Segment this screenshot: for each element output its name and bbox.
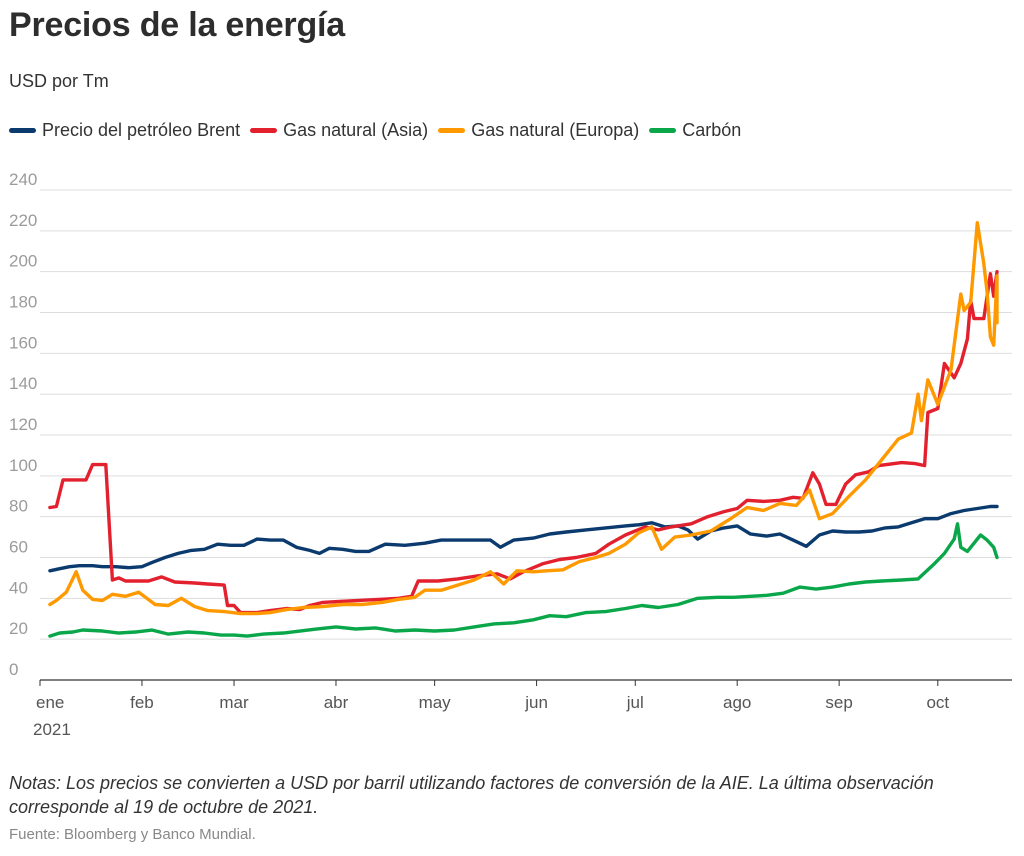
x-tick-label-feb: feb <box>130 693 154 712</box>
x-tick-sublabel-2021: 2021 <box>33 720 71 739</box>
y-tick-label-140: 140 <box>9 374 37 393</box>
legend-swatch-gas-asia <box>250 128 278 133</box>
y-tick-label-200: 200 <box>9 252 37 271</box>
x-tick-label-ene: ene <box>36 693 64 712</box>
y-tick-label-40: 40 <box>9 578 28 597</box>
y-tick-label-220: 220 <box>9 211 37 230</box>
line-chart: 0 20 40 60 80 100 120 140 160 180 200 220 240 ene 2021… <box>9 170 1012 739</box>
legend-item-gas-asia: Gas natural (Asia) <box>250 120 428 141</box>
x-tick-label-may: may <box>419 693 452 712</box>
series-line-brent <box>48 504 999 573</box>
chart-source: Fuente: Bloomberg y Banco Mundial. <box>9 826 256 843</box>
y-tick-label-120: 120 <box>9 415 37 434</box>
legend-item-gas-europa: Gas natural (Europa) <box>438 120 639 141</box>
x-tick-label-oct: oct <box>926 693 949 712</box>
legend-swatch-carbon <box>649 128 677 133</box>
chart-legend: Precio del petróleo Brent Gas natural (A… <box>9 120 751 141</box>
x-tick-label-mar: mar <box>219 693 249 712</box>
y-tick-label-80: 80 <box>9 497 28 516</box>
series-line-gas-europa <box>48 221 999 616</box>
legend-item-brent: Precio del petróleo Brent <box>9 120 240 141</box>
y-tick-label-160: 160 <box>9 333 37 352</box>
legend-swatch-brent <box>9 128 36 133</box>
legend-item-carbon: Carbón <box>649 120 741 141</box>
series-line-carbon <box>48 522 999 638</box>
x-tick-label-sep: sep <box>825 693 852 712</box>
y-tick-label-20: 20 <box>9 619 28 638</box>
y-tick-label-60: 60 <box>9 538 28 557</box>
legend-label-carbon: Carbón <box>682 120 742 140</box>
y-tick-label-100: 100 <box>9 456 37 475</box>
y-tick-label-240: 240 <box>9 170 37 189</box>
legend-label-gas-europa: Gas natural (Europa) <box>471 120 640 140</box>
legend-label-brent: Precio del petróleo Brent <box>42 120 241 140</box>
series-line-gas-asia <box>48 270 999 615</box>
chart-subtitle: USD por Tm <box>9 71 109 91</box>
chart-title: Precios de la energía <box>9 6 345 44</box>
x-tick-label-jul: jul <box>626 693 644 712</box>
x-tick-label-jun: jun <box>524 693 548 712</box>
chart-notes: Notas: Los precios se convierten a USD p… <box>9 773 934 817</box>
y-tick-label-180: 180 <box>9 293 37 312</box>
x-tick-label-abr: abr <box>324 693 349 712</box>
x-tick-label-ago: ago <box>723 693 751 712</box>
legend-label-gas-asia: Gas natural (Asia) <box>283 120 429 140</box>
legend-swatch-gas-europa <box>438 128 466 133</box>
y-tick-label-0: 0 <box>9 660 18 679</box>
